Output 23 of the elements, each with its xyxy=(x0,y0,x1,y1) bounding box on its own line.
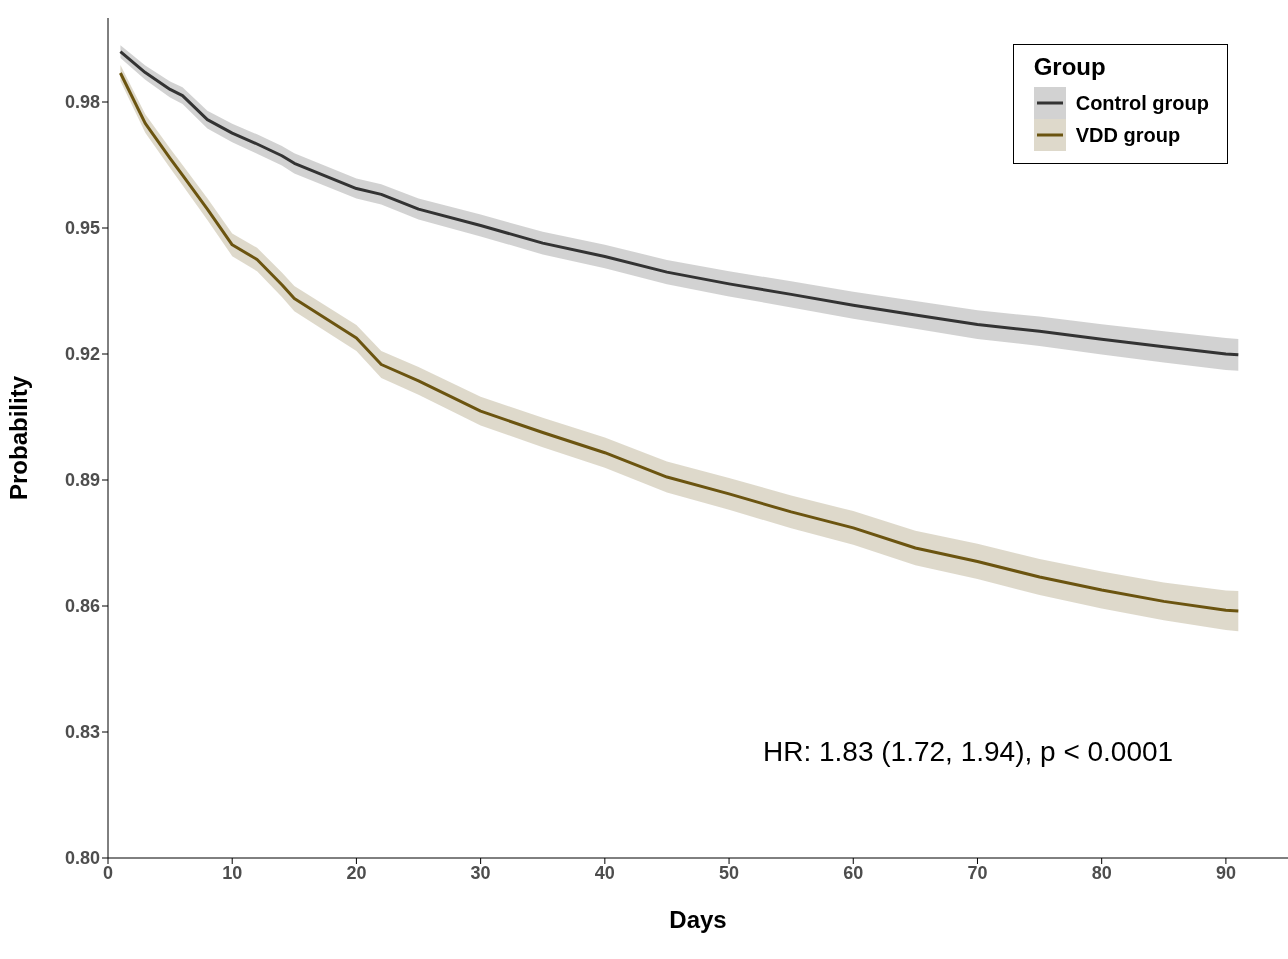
x-tick-label: 60 xyxy=(843,862,864,883)
y-axis-title: Probability xyxy=(4,375,32,501)
x-tick-label: 20 xyxy=(346,862,367,883)
x-tick-label: 70 xyxy=(967,862,988,883)
x-tick-label: 90 xyxy=(1215,862,1236,883)
legend-label: VDD group xyxy=(1075,123,1181,147)
x-tick-label: 30 xyxy=(470,862,491,883)
y-tick-label: 0.89 xyxy=(64,470,100,491)
y-tick-label: 0.80 xyxy=(64,848,100,869)
x-tick-label: 10 xyxy=(222,862,243,883)
x-tick-label: 40 xyxy=(594,862,615,883)
x-axis-title: Days xyxy=(669,906,727,933)
x-tick-label: 50 xyxy=(719,862,740,883)
y-tick-label: 0.83 xyxy=(64,722,100,743)
y-tick-label: 0.86 xyxy=(64,596,100,617)
x-tick-label: 80 xyxy=(1091,862,1112,883)
annotation: HR: 1.83 (1.72, 1.94), p < 0.0001 xyxy=(763,736,1174,768)
y-tick-label: 0.98 xyxy=(64,92,100,113)
legend-label: Control group xyxy=(1075,91,1209,115)
x-tick-label: 0 xyxy=(102,862,114,883)
legend-title: Group xyxy=(1033,53,1107,81)
y-tick-label: 0.95 xyxy=(64,218,100,239)
y-tick-label: 0.92 xyxy=(64,344,100,365)
